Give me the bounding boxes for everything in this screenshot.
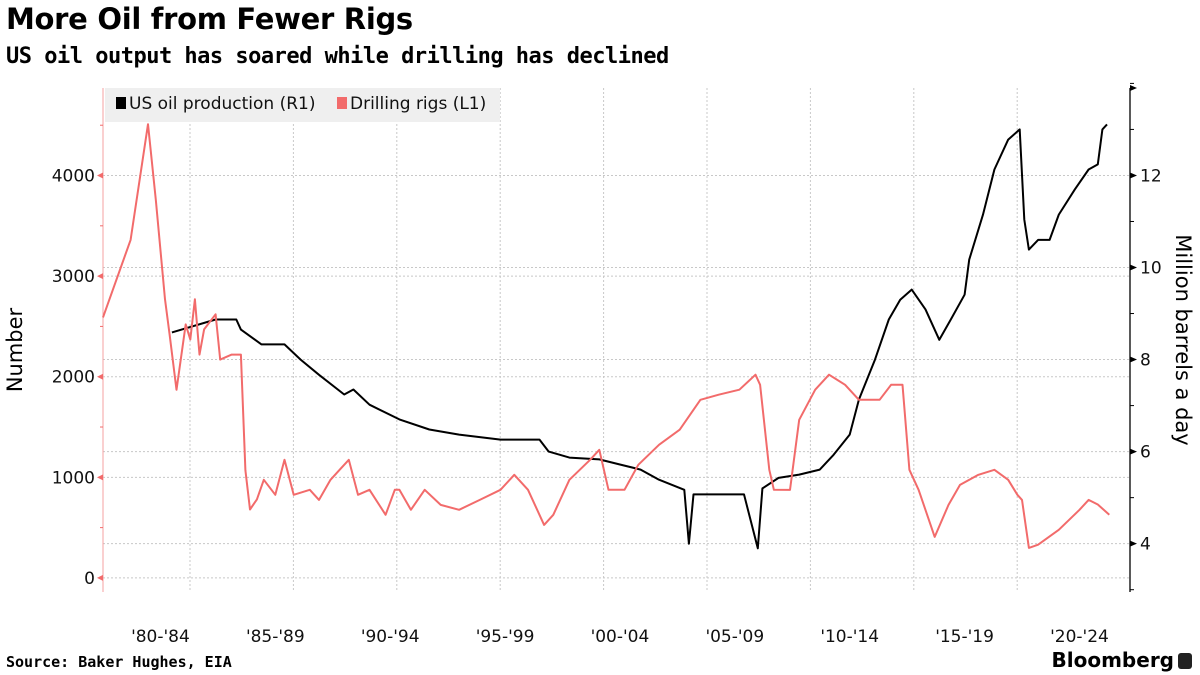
right-axis-tick: [1130, 540, 1137, 547]
right-axis-tick: [1130, 356, 1137, 363]
legend: US oil production (R1) Drilling rigs (L1…: [116, 94, 486, 114]
legend-label-rigs: Drilling rigs (L1): [350, 94, 486, 114]
x-axis-tick-label: '80-'84: [131, 627, 190, 647]
chart-subtitle: US oil output has soared while drilling …: [6, 44, 669, 69]
left-axis-tick-label: 3000: [52, 267, 95, 287]
right-axis-tick-label: 12: [1140, 166, 1162, 186]
bloomberg-icon: [1178, 653, 1192, 669]
x-axis-tick-label: '00-'04: [591, 627, 650, 647]
legend-swatch-rigs: [337, 97, 347, 109]
right-axis-tick-label: 4: [1140, 535, 1151, 555]
left-axis-tick: [97, 273, 103, 280]
right-axis-tick: [1130, 448, 1137, 455]
right-axis-tick: [1130, 264, 1137, 271]
left-axis-tick: [97, 172, 103, 179]
left-axis-tick-label: 1000: [52, 468, 95, 488]
left-axis-tick-label: 4000: [52, 167, 95, 187]
x-axis-tick-label: '15-'19: [935, 627, 994, 647]
series-line-drilling-rigs: [102, 123, 1110, 549]
left-axis-tick: [97, 574, 103, 581]
left-axis-tick-label: 2000: [52, 368, 95, 388]
series-line-oil-production: [171, 123, 1108, 550]
x-axis-tick-label: '10-'14: [820, 627, 879, 647]
right-axis-tick-label: 8: [1140, 351, 1151, 371]
right-axis-tick: [1130, 172, 1137, 179]
right-axis-tick-label: 10: [1140, 259, 1162, 279]
x-axis-tick-label: '85-'89: [246, 627, 305, 647]
source-note: Source: Baker Hughes, EIA: [6, 653, 232, 671]
legend-swatch-production: [116, 97, 126, 109]
right-axis-arrow: [1130, 85, 1137, 91]
left-axis-tick-label: 0: [84, 569, 95, 589]
left-axis-tick: [97, 474, 103, 481]
left-axis-label: Number: [3, 307, 27, 392]
legend-box: [105, 88, 500, 122]
right-axis-tick-label: 6: [1140, 443, 1151, 463]
legend-label-production: US oil production (R1): [129, 94, 315, 114]
x-axis-tick-label: '90-'94: [361, 627, 420, 647]
left-axis-tick: [97, 373, 103, 380]
x-axis-tick-label: '95-'99: [476, 627, 535, 647]
chart-title: More Oil from Fewer Rigs: [6, 2, 413, 36]
x-axis-tick-label: '20-'24: [1050, 627, 1109, 647]
right-axis-label: Million barrels a day: [1171, 234, 1195, 445]
bloomberg-logo: Bloomberg: [1052, 648, 1192, 672]
x-axis-tick-label: '05-'09: [705, 627, 764, 647]
brand-text: Bloomberg: [1051, 648, 1174, 672]
